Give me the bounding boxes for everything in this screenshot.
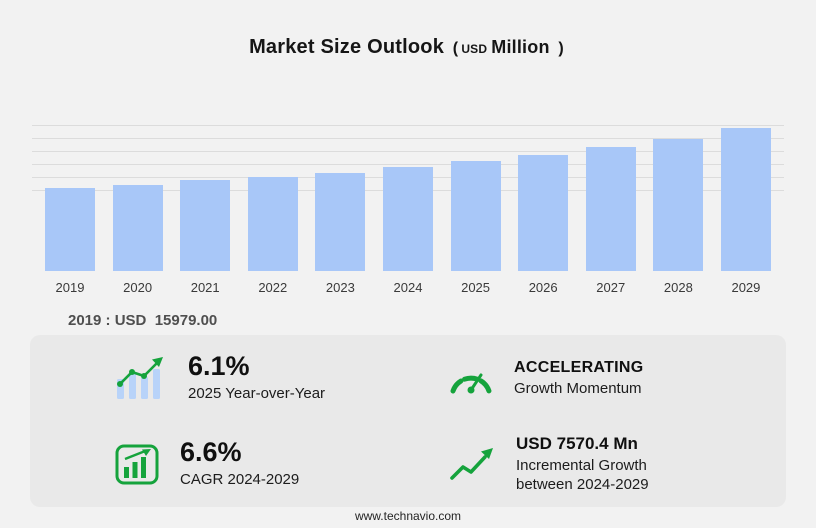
speedometer-icon: [448, 360, 494, 396]
incremental-value: USD 7570.4 Mn: [516, 433, 638, 453]
title-unit: Million: [491, 37, 550, 57]
bar-2020: [112, 185, 163, 271]
momentum-label: Growth Momentum: [514, 379, 642, 397]
bar-2021: [180, 180, 231, 271]
bar-year-label: 2028: [663, 280, 693, 295]
bar-column: 2029: [720, 128, 771, 296]
page-title: Market Size Outlook (USD Million ): [0, 0, 816, 59]
chart-growth-icon: [114, 442, 160, 486]
bar-2023: [315, 173, 366, 271]
bar-year-label: 2027: [596, 280, 626, 295]
bar-2029: [720, 128, 771, 271]
momentum-value: ACCELERATING: [514, 358, 644, 376]
bar-column: 2021: [180, 180, 231, 296]
incremental-label-line1: Incremental Growth: [516, 456, 647, 474]
cagr-label: CAGR 2024-2029: [180, 470, 300, 488]
footer-url-link[interactable]: www.technavio.com: [354, 509, 462, 523]
bar-column: 2025: [450, 161, 501, 296]
bar-column: 2022: [247, 177, 298, 296]
gridline: [32, 151, 784, 152]
bar-chart: 2019 2020 2021 2022 2023 2024 2025 2026 2027 2028…: [32, 123, 784, 296]
footer: www.technavio.com: [0, 509, 816, 523]
bar-year-label: 2029: [731, 280, 761, 295]
bar-column: 2024: [382, 167, 433, 296]
bar-year-label: 2024: [393, 280, 423, 295]
title-currency: USD: [461, 42, 488, 56]
stat-cagr: 6.6% CAGR 2024-2029: [30, 438, 408, 489]
title-paren-open: (: [452, 40, 459, 57]
bar-2025: [450, 161, 501, 271]
stats-panel: 6.1% 2025 Year-over-Year ACCELERATING Gr…: [30, 335, 786, 507]
bar-2028: [653, 139, 704, 271]
bar-year-label: 2025: [461, 280, 491, 295]
arrow-growth-icon: [448, 445, 496, 483]
gridline: [32, 164, 784, 165]
gridline: [32, 125, 784, 126]
bar-year-label: 2026: [528, 280, 558, 295]
cagr-value: 6.6%: [180, 437, 242, 468]
bar-year-label: 2019: [55, 280, 85, 295]
incremental-label-line2: between 2024-2029: [516, 475, 649, 493]
bar-year-label: 2020: [123, 280, 153, 295]
yoy-value: 6.1%: [188, 351, 250, 382]
yoy-label: 2025 Year-over-Year: [188, 384, 326, 402]
gridline: [32, 138, 784, 139]
bar-series: 2019 2020 2021 2022 2023 2024 2025 2026 2027 2028…: [32, 123, 784, 296]
bar-column: 2023: [315, 173, 366, 296]
bar-column: 2020: [112, 185, 163, 296]
bar-year-label: 2023: [325, 280, 355, 295]
chart-annotation-2019: 2019 : USD 15979.00: [68, 312, 218, 329]
bar-year-label: 2021: [190, 280, 220, 295]
bar-column: 2028: [653, 139, 704, 296]
bar-2026: [518, 155, 569, 271]
bar-trend-icon: [114, 355, 168, 401]
stat-incremental: USD 7570.4 Mn Incremental Growth between…: [408, 434, 786, 495]
bar-column: 2027: [585, 147, 636, 296]
bar-2024: [382, 167, 433, 271]
title-main: Market Size Outlook: [249, 36, 445, 58]
stat-momentum: ACCELERATING Growth Momentum: [408, 358, 786, 399]
bar-column: 2026: [518, 155, 569, 296]
title-paren-close: ): [558, 40, 564, 57]
bar-column: 2019: [45, 188, 95, 296]
bar-2019: [45, 188, 95, 271]
bar-2022: [247, 177, 298, 271]
stat-yoy: 6.1% 2025 Year-over-Year: [30, 352, 408, 403]
bar-2027: [585, 147, 636, 271]
bar-year-label: 2022: [258, 280, 288, 295]
